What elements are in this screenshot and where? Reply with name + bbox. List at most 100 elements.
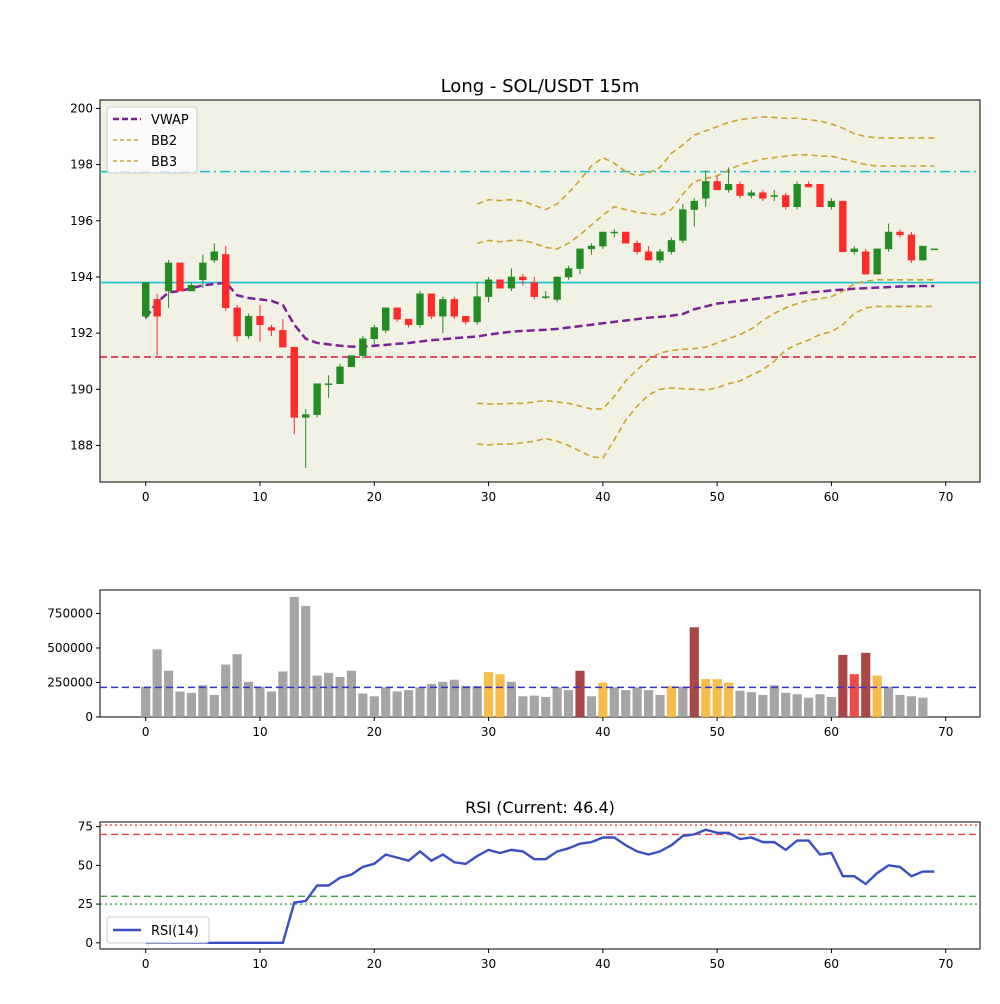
x-tick-label: 0 (142, 725, 150, 739)
x-tick-label: 70 (938, 957, 953, 971)
x-tick-label: 50 (710, 725, 725, 739)
volume-bar (586, 696, 596, 717)
volume-bar (815, 694, 825, 717)
legend-bb3-label: BB3 (151, 155, 177, 170)
volume-bar (495, 674, 505, 717)
candle-body (302, 414, 310, 418)
candle-body (187, 285, 196, 292)
x-tick-label: 0 (142, 490, 150, 504)
candle-body (610, 231, 618, 234)
candle-body (290, 346, 298, 418)
volume-bar (872, 675, 882, 717)
volume-bar (746, 692, 756, 717)
candle-body (827, 200, 836, 207)
volume-bar (529, 695, 539, 717)
vwap-line (144, 281, 935, 348)
candle-body (564, 268, 573, 278)
price-legend-box (106, 106, 198, 174)
candle-body (176, 262, 184, 292)
candle-body (793, 184, 801, 207)
volume-bar (644, 690, 654, 717)
bb3-lower-line (477, 305, 935, 459)
candle-body (576, 248, 584, 269)
candle-body (473, 296, 481, 323)
volume-bar (918, 697, 928, 717)
volume-bar (655, 694, 665, 717)
volume-bar (564, 690, 574, 717)
volume-bar (861, 652, 871, 717)
x-tick-label: 50 (710, 490, 725, 504)
volume-bar (906, 696, 916, 717)
rsi-plot-content: 0 10 20 30 40 50 60 70 0 25 50 75 (78, 820, 980, 971)
volume-bar (392, 691, 402, 717)
x-tick-label: 20 (367, 957, 382, 971)
volume-plot-area (99, 589, 981, 718)
volume-bar (472, 685, 482, 717)
x-tick-label: 40 (595, 725, 610, 739)
candle-body (713, 181, 721, 191)
y-tick-label: 75 (78, 820, 93, 834)
price-legend: VWAP BB2 BB3 (106, 106, 198, 174)
volume-bar (358, 693, 368, 717)
y-tick-label: 194 (70, 270, 93, 284)
y-tick-label: 192 (70, 326, 93, 340)
candle-body (496, 279, 504, 289)
x-tick-label: 60 (824, 490, 839, 504)
candle-body (244, 316, 253, 337)
candle-body (770, 195, 778, 197)
volume-bar (838, 654, 848, 717)
volume-bar (324, 672, 334, 717)
volume-bar (175, 691, 185, 717)
y-tick-label: 0 (85, 936, 93, 950)
volume-bar (701, 679, 711, 717)
x-tick-label: 40 (595, 490, 610, 504)
candle-body (633, 243, 641, 252)
candle-body (313, 383, 321, 415)
candle-body (679, 209, 687, 241)
volume-bar (781, 692, 791, 717)
y-tick-label: 198 (70, 158, 93, 172)
y-tick-label: 50 (78, 858, 93, 872)
y-tick-label: 190 (70, 382, 93, 396)
volume-bar (186, 692, 196, 717)
candle-body (142, 282, 150, 317)
bb3-upper-line (476, 116, 935, 211)
y-tick-label: 250000 (47, 675, 93, 689)
volume-bar (826, 696, 836, 717)
volume-bar (449, 679, 459, 717)
volume-bar (221, 664, 231, 717)
candle-body (782, 195, 790, 207)
volume-bar (792, 694, 802, 717)
bb2-lower-line (477, 278, 935, 410)
candle-body (542, 296, 550, 298)
volume-bar (769, 685, 779, 717)
candle-body (896, 231, 904, 236)
price-chart-title: Long - SOL/USDT 15m (441, 76, 640, 97)
candle-body (850, 248, 858, 252)
volume-bar (541, 696, 551, 717)
candle-body (462, 316, 470, 323)
volume-bar (621, 690, 631, 717)
candle-body (210, 251, 218, 261)
volume-bar (312, 675, 322, 717)
legend-bb2-label: BB2 (151, 134, 177, 149)
candle-body (839, 200, 847, 252)
y-tick-label: 196 (70, 214, 93, 228)
candle-body (427, 293, 436, 317)
volume-bar (724, 682, 734, 717)
volume-bar (152, 649, 162, 717)
volume-bar (209, 694, 219, 717)
rsi-chart-title: RSI (Current: 46.4) (465, 798, 615, 817)
volume-bar (415, 687, 425, 717)
price-plot-area (99, 99, 981, 483)
y-tick-label: 25 (78, 897, 93, 911)
candle-body (199, 262, 207, 281)
volume-bar (301, 605, 311, 717)
x-tick-label: 10 (252, 957, 267, 971)
candle-body (393, 307, 401, 320)
volume-bar (506, 681, 516, 717)
volume-bar (689, 627, 699, 717)
price-panel: Long - SOL/USDT 15m 0 10 20 30 40 50 60 70 188 19… (70, 76, 981, 504)
x-tick-label: 60 (824, 957, 839, 971)
legend-vwap-label: VWAP (151, 113, 189, 128)
